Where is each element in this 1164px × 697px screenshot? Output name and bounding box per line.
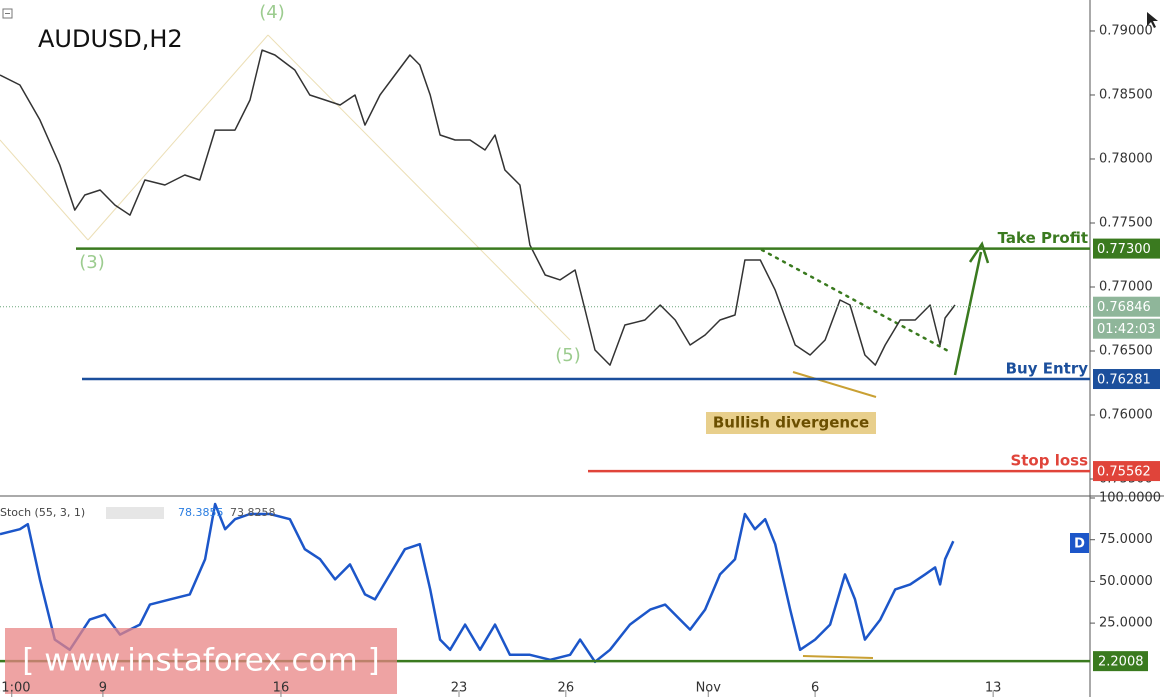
x-tick-label: 26	[558, 681, 575, 696]
x-tick-label: 16	[273, 681, 290, 696]
indicator-readout: 73.8258	[230, 506, 276, 519]
price-tag	[1093, 296, 1160, 317]
y-tick-label: 0.78500	[1099, 87, 1153, 102]
divergence-line	[792, 371, 877, 398]
y-tick-label: 100.0000	[1099, 491, 1161, 506]
series-line	[0, 502, 955, 664]
price-tag	[1093, 461, 1160, 482]
price-tag	[1093, 369, 1160, 390]
countdown-tag	[1093, 318, 1160, 339]
y-tick-label: 50.0000	[1099, 574, 1153, 589]
chart-title: AUDUSD,H2	[38, 25, 183, 53]
y-tick-label: 75.0000	[1099, 532, 1153, 547]
watermark: [ www.instaforex.com ]	[22, 643, 379, 679]
x-tick-label: 23	[451, 681, 468, 696]
annotation-box	[706, 412, 876, 434]
price-tag-label: 0.77300	[1097, 242, 1151, 257]
series-line	[0, 49, 956, 366]
collapse-icon[interactable]	[2, 8, 13, 19]
x-tick-label: 9	[99, 681, 107, 696]
indicator-tag-label: D	[1074, 537, 1085, 552]
divergence-line	[802, 655, 874, 659]
price-tag-label: 0.76846	[1097, 300, 1151, 315]
y-tick-label: 0.76000	[1099, 407, 1153, 422]
y-tick-label: 25.0000	[1099, 616, 1153, 631]
indicator-icons[interactable]	[106, 507, 164, 519]
x-tick-label: 11:00	[0, 681, 30, 696]
price-tag-label: 0.76281	[1097, 373, 1151, 388]
y-tick-label: 0.77000	[1099, 279, 1153, 294]
countdown: 01:42:03	[1097, 322, 1155, 337]
indicator-title: Stoch (55, 3, 1)	[0, 506, 85, 519]
price-tag-label: 0.75562	[1097, 465, 1151, 480]
wave-line	[267, 34, 571, 341]
arrow-shaft	[953, 251, 983, 376]
level-tag	[1093, 651, 1148, 672]
level-label: Take Profit	[998, 229, 1088, 247]
watermark-box	[5, 628, 397, 694]
level-label: Stop loss	[1010, 452, 1088, 470]
y-tick-label: 0.76500	[1099, 343, 1153, 358]
annotation: Bullish divergence	[713, 414, 869, 432]
indicator-readout: 78.3855	[178, 506, 224, 519]
wave-label: (3)	[79, 252, 105, 273]
x-tick-label: 13	[985, 681, 1002, 696]
y-tick-label: 0.79000	[1099, 23, 1153, 38]
y-tick-label: 0.77500	[1099, 215, 1153, 230]
level-label: Buy Entry	[1006, 360, 1089, 378]
wave-label: (4)	[259, 2, 285, 23]
wave-label: (5)	[555, 345, 581, 366]
cursor	[1147, 12, 1158, 28]
price-tag	[1093, 238, 1160, 259]
x-tick-label: 6	[811, 681, 819, 696]
level-tag-label: 2.2008	[1098, 655, 1144, 670]
y-tick-label: 0.78000	[1099, 151, 1153, 166]
wave-line	[0, 139, 89, 241]
arrow-head	[968, 241, 990, 264]
trend-line	[760, 248, 952, 354]
wave-line	[87, 34, 269, 241]
x-tick-label: Nov	[696, 681, 722, 696]
indicator-tag	[1070, 533, 1089, 553]
